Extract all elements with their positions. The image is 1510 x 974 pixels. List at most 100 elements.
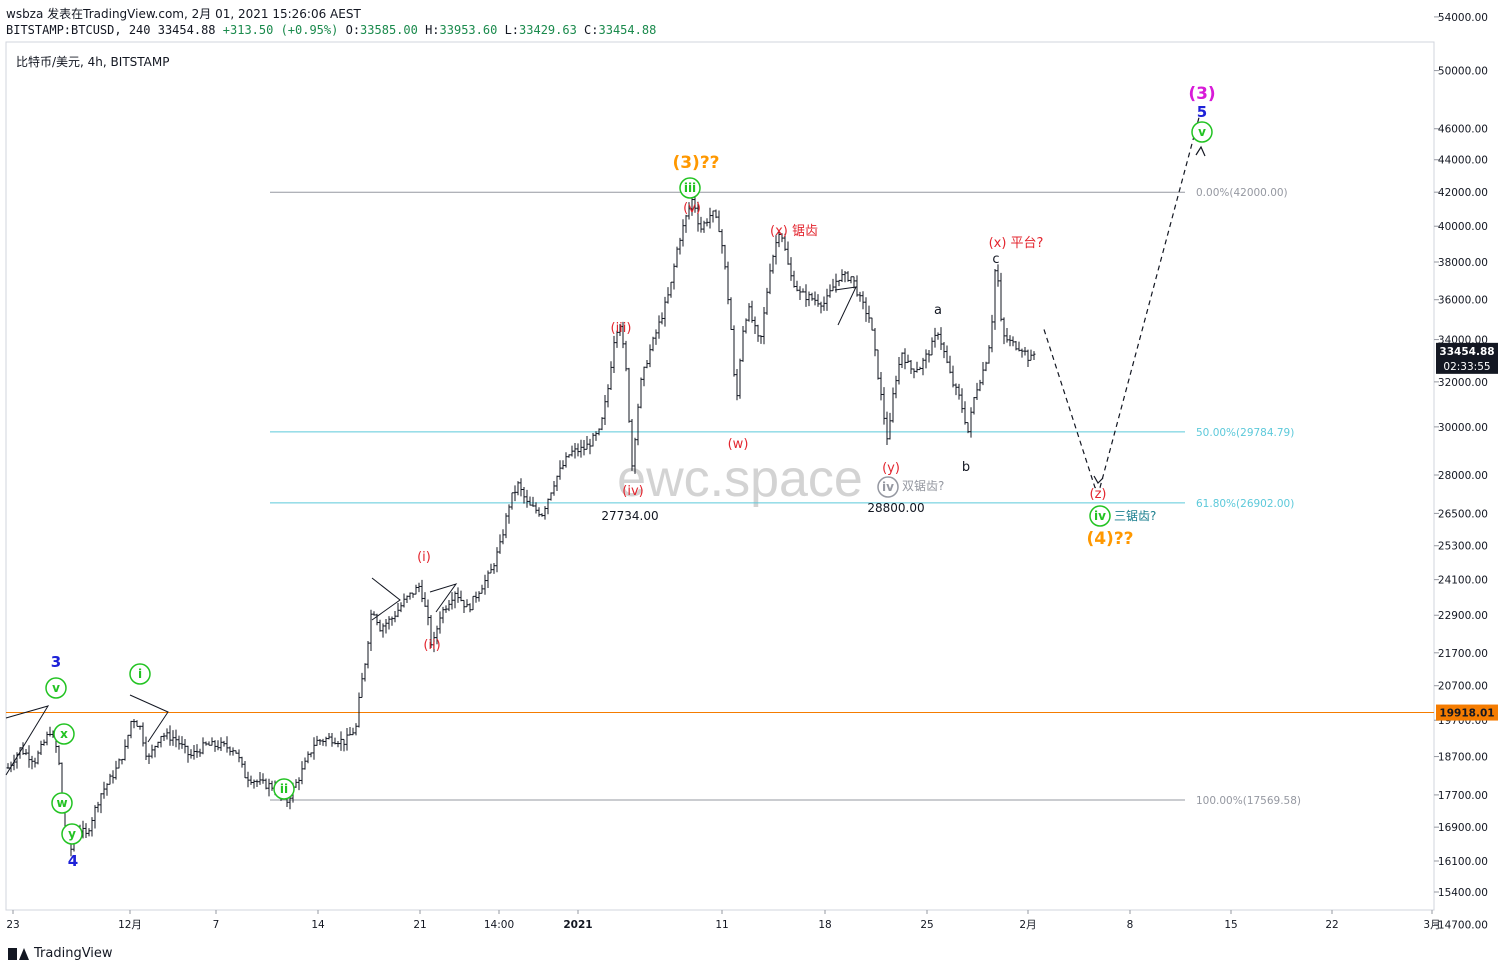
symbol-label: 比特币/美元, 4h, BITSTAMP	[16, 55, 170, 69]
wave-green-v-left-circle	[45, 677, 67, 699]
x-tick-label: 11	[715, 919, 728, 931]
wave-green-ii-circle	[273, 778, 295, 800]
last-price: 33454.88	[157, 23, 216, 37]
wave-green-v-right-circle	[1191, 121, 1213, 143]
watermark: ewc.space	[617, 450, 863, 508]
y-tick-label: 46000.00	[1438, 124, 1488, 136]
y-tick-label: 17700.00	[1438, 790, 1488, 802]
footer-brand: TradingView	[34, 946, 113, 961]
ohlc-bar: BITSTAMP:BTCUSD, 240 33454.88 +313.50 (+…	[6, 23, 656, 37]
x-tick-label: 18	[818, 919, 831, 931]
wave-green-iii: iii	[684, 181, 696, 195]
wave-green-y: y	[68, 827, 76, 841]
key-price-tag-label: 19918.01	[1439, 708, 1494, 720]
wave-b: b	[962, 460, 970, 475]
high-value: 33953.60	[439, 23, 498, 37]
wave-red-iii: (iii)	[611, 321, 632, 336]
fib-label: 50.00%(29784.79)	[1196, 427, 1294, 439]
x-tick-label: 14	[311, 919, 325, 931]
countdown-label: 02:33:55	[1443, 361, 1490, 373]
time-axis: 23 12月 7 14 21 14:00 2021 11 18 25 2月 8 15 22 3月	[6, 910, 1441, 931]
wave-red-x2: (x) 平台?	[989, 236, 1044, 251]
triangle-iii-a	[371, 577, 401, 621]
wave-gray-iv-circle	[877, 476, 899, 498]
tradingview-footer: TradingView	[8, 946, 113, 961]
triangle-i	[129, 694, 169, 743]
wave-magenta-3: (3)	[1188, 84, 1215, 104]
wave-green-i: i	[138, 667, 142, 681]
wave-green-x-circle	[53, 723, 75, 745]
high-label: H:	[425, 23, 440, 37]
fib-label: 61.80%(26902.00)	[1196, 498, 1294, 510]
fib-label: 100.00%(17569.58)	[1196, 795, 1301, 807]
x-tick-label: 8	[1127, 919, 1134, 931]
triangle-iii-b	[429, 583, 458, 613]
wave-green-v-left: v	[52, 681, 60, 695]
y-tick-label: 25300.00	[1438, 541, 1488, 553]
low-label: L:	[504, 23, 520, 37]
wave-c: c	[992, 252, 999, 267]
wave-green-iv-proj: iv	[1094, 509, 1106, 523]
wave-green-v-right: v	[1198, 125, 1206, 139]
wave-orange-3: (3)??	[672, 153, 719, 173]
wave-gray-iv: iv	[882, 480, 894, 494]
y-tick-label: 16100.00	[1438, 856, 1488, 868]
plot-area	[5, 41, 1435, 911]
y-tick-label: 16900.00	[1438, 822, 1488, 834]
wave-green-iii-circle	[679, 177, 701, 199]
wave-green-i-circle	[129, 663, 151, 685]
close-label: C:	[584, 23, 599, 37]
wave-blue-3: 3	[51, 653, 61, 671]
x-tick-label: 15	[1224, 919, 1237, 931]
wave-red-i: (i)	[417, 550, 431, 565]
x-tick-label: 25	[920, 919, 933, 931]
triangle-x	[834, 286, 857, 326]
x-tick-label: 7	[213, 919, 220, 931]
wave-red-iv: (iv)	[622, 484, 643, 499]
last-price-tag	[1436, 342, 1498, 374]
wave-orange-4: (4)??	[1086, 529, 1133, 549]
close-value: 33454.88	[598, 23, 657, 37]
wave-red-z: (z)	[1090, 487, 1107, 502]
x-tick-label: 14:00	[484, 919, 514, 931]
wave-green-x: x	[60, 727, 68, 741]
wave-green-w-circle	[51, 792, 73, 814]
projection-arrow-up	[1195, 145, 1206, 157]
x-tick-label: 23	[6, 919, 19, 931]
y-tick-label: 21700.00	[1438, 648, 1488, 660]
wave-red-v: (v)	[683, 201, 701, 216]
y-tick-label: 32000.00	[1438, 377, 1488, 389]
x-tick-label: 2月	[1019, 919, 1036, 931]
y-tick-label: 54000.00	[1438, 12, 1488, 24]
y-tick-label: 44000.00	[1438, 155, 1488, 167]
wave-green-iv-proj-circle	[1089, 505, 1111, 527]
candle-series	[6, 193, 1036, 857]
label-triple-zigzag: 三锯齿?	[1114, 508, 1156, 523]
y-tick-label: 38000.00	[1438, 257, 1488, 269]
x-tick-label: 22	[1325, 919, 1338, 931]
y-tick-label: 28000.00	[1438, 470, 1488, 482]
y-tick-label: 14700.00	[1438, 919, 1488, 931]
open-value: 33585.00	[360, 23, 418, 37]
wave-green-ii: ii	[280, 782, 288, 796]
wave-blue-4: 4	[68, 852, 78, 870]
projection-arrow-down	[1093, 475, 1104, 484]
wave-red-ii: (ii)	[423, 638, 440, 653]
y-tick-label: 30000.00	[1438, 422, 1488, 434]
open-label: O:	[345, 23, 361, 37]
wave-blue-5: 5	[1197, 103, 1207, 121]
y-tick-label: 40000.00	[1438, 221, 1488, 233]
publish-info: wsbza 发表在TradingView.com, 2月 01, 2021 15…	[6, 7, 361, 21]
projection-path	[1043, 113, 1201, 489]
y-tick-label: 15400.00	[1438, 887, 1488, 899]
fib-levels: 0.00%(42000.00) 50.00%(29784.79) 61.80%(26…	[270, 187, 1301, 807]
y-tick-label: 24100.00	[1438, 575, 1488, 587]
y-tick-label: 26500.00	[1438, 508, 1488, 520]
x-tick-label: 21	[413, 919, 426, 931]
x-tick-label: 12月	[118, 919, 142, 931]
y-tick-label: 20700.00	[1438, 681, 1488, 693]
y-tick-label: 18700.00	[1438, 752, 1488, 764]
x-tick-label: 3月	[1423, 919, 1440, 931]
low-value: 33429.63	[519, 23, 577, 37]
